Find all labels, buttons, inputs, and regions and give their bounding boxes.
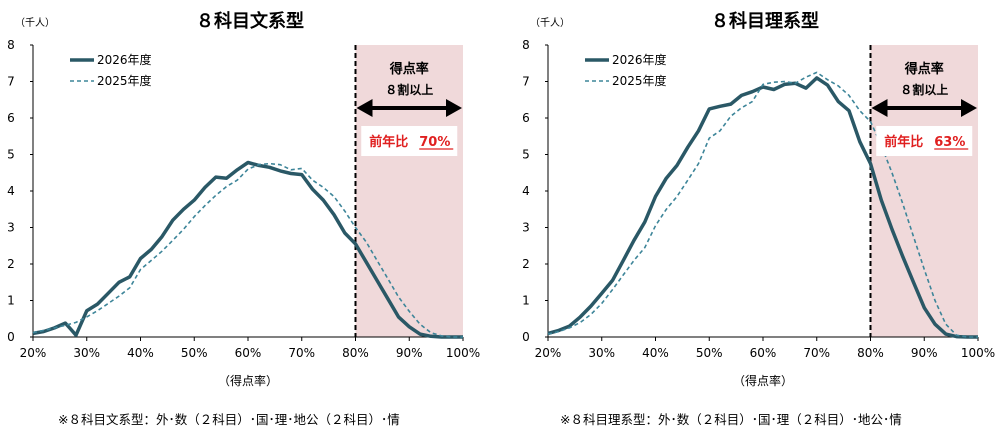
y-tick-label: 5 <box>7 148 15 162</box>
y-tick-label: 3 <box>7 221 15 235</box>
x-axis-label: （得点率） <box>218 373 278 388</box>
y-tick-label: 5 <box>522 148 530 162</box>
chart-title: ８科目理系型 <box>711 10 819 32</box>
shaded-region <box>355 45 463 337</box>
series-line-2025 <box>547 71 978 338</box>
y-tick-label: 7 <box>7 75 15 89</box>
x-tick-label: 70% <box>288 346 315 360</box>
y-tick-label: 6 <box>522 111 530 125</box>
series-line-2025 <box>32 162 463 338</box>
y-tick-label: 8 <box>522 38 530 52</box>
series-line-2026 <box>32 160 463 339</box>
x-tick-label: 50% <box>181 346 208 360</box>
legend-label-2026: 2026年度 <box>97 52 152 67</box>
x-tick-label: 60% <box>750 346 777 360</box>
footnote-humanities: ※８科目文系型：外･数（２科目）･国･理･地公（２科目）･情 <box>58 412 400 427</box>
range-arrow-left-head <box>356 99 373 117</box>
x-tick-label: 80% <box>857 346 884 360</box>
x-tick-label: 80% <box>342 346 369 360</box>
ratio-callout-box <box>361 126 458 156</box>
x-tick-label: 40% <box>127 346 154 360</box>
x-tick-label: 20% <box>535 346 562 360</box>
y-unit-label: （千人） <box>15 17 55 29</box>
chart-humanities: 0 1 2 3 4 5 6 7 8 20% 30% 40% 50% 60% 70% 80% 90% 100% ８科目… <box>7 10 480 388</box>
ratio-label: 前年比 <box>884 134 923 150</box>
range-arrow-left-head <box>871 99 888 117</box>
x-tick-label: 100% <box>961 346 995 360</box>
legend-label-2025: 2025年度 <box>612 73 667 88</box>
x-tick-label: 90% <box>911 346 938 360</box>
x-axis-label: （得点率） <box>733 373 793 388</box>
x-tick-label: 100% <box>446 346 480 360</box>
y-tick-label: 1 <box>7 294 15 308</box>
ratio-callout-box <box>876 126 973 156</box>
y-tick-label: 4 <box>522 184 530 198</box>
ratio-value: 63% <box>934 135 965 150</box>
annotation-subtitle: ８割以上 <box>385 82 433 97</box>
y-tick-label: 4 <box>7 184 15 198</box>
y-unit-label: （千人） <box>530 17 570 29</box>
x-tick-label: 60% <box>235 346 262 360</box>
annotation-title: 得点率 <box>389 61 429 77</box>
series-line-2026 <box>547 76 978 339</box>
x-tick-label: 50% <box>696 346 723 360</box>
x-tick-label: 40% <box>642 346 669 360</box>
footnote-science: ※８科目理系型：外･数（２科目）･国･理（２科目）･地公･情 <box>560 412 902 427</box>
x-tick-label: 30% <box>73 346 100 360</box>
legend-label-2026: 2026年度 <box>612 52 667 67</box>
y-tick-label: 2 <box>7 257 15 271</box>
y-tick-label: 3 <box>522 221 530 235</box>
range-arrow-right-head <box>446 99 462 117</box>
y-tick-label: 8 <box>7 38 15 52</box>
y-tick-label: 1 <box>522 294 530 308</box>
y-tick-label: 7 <box>522 75 530 89</box>
annotation-title: 得点率 <box>904 61 944 77</box>
y-tick-label: 0 <box>7 330 15 344</box>
y-tick-label: 6 <box>7 111 15 125</box>
range-arrow-right-head <box>961 99 977 117</box>
x-tick-label: 30% <box>588 346 615 360</box>
x-tick-label: 70% <box>803 346 830 360</box>
ratio-value: 70% <box>419 135 450 150</box>
legend-label-2025: 2025年度 <box>97 73 152 88</box>
x-tick-label: 20% <box>20 346 47 360</box>
ratio-label: 前年比 <box>369 134 408 150</box>
shaded-region <box>870 45 978 337</box>
x-tick-label: 90% <box>396 346 423 360</box>
y-tick-label: 0 <box>522 330 530 344</box>
annotation-subtitle: ８割以上 <box>900 82 948 97</box>
chart-title: ８科目文系型 <box>196 10 304 32</box>
chart-science: 0 1 2 3 4 5 6 7 8 20% 30% 40% 50% 60% 70% 80% 90% 100% ８科目… <box>522 10 995 388</box>
y-tick-label: 2 <box>522 257 530 271</box>
